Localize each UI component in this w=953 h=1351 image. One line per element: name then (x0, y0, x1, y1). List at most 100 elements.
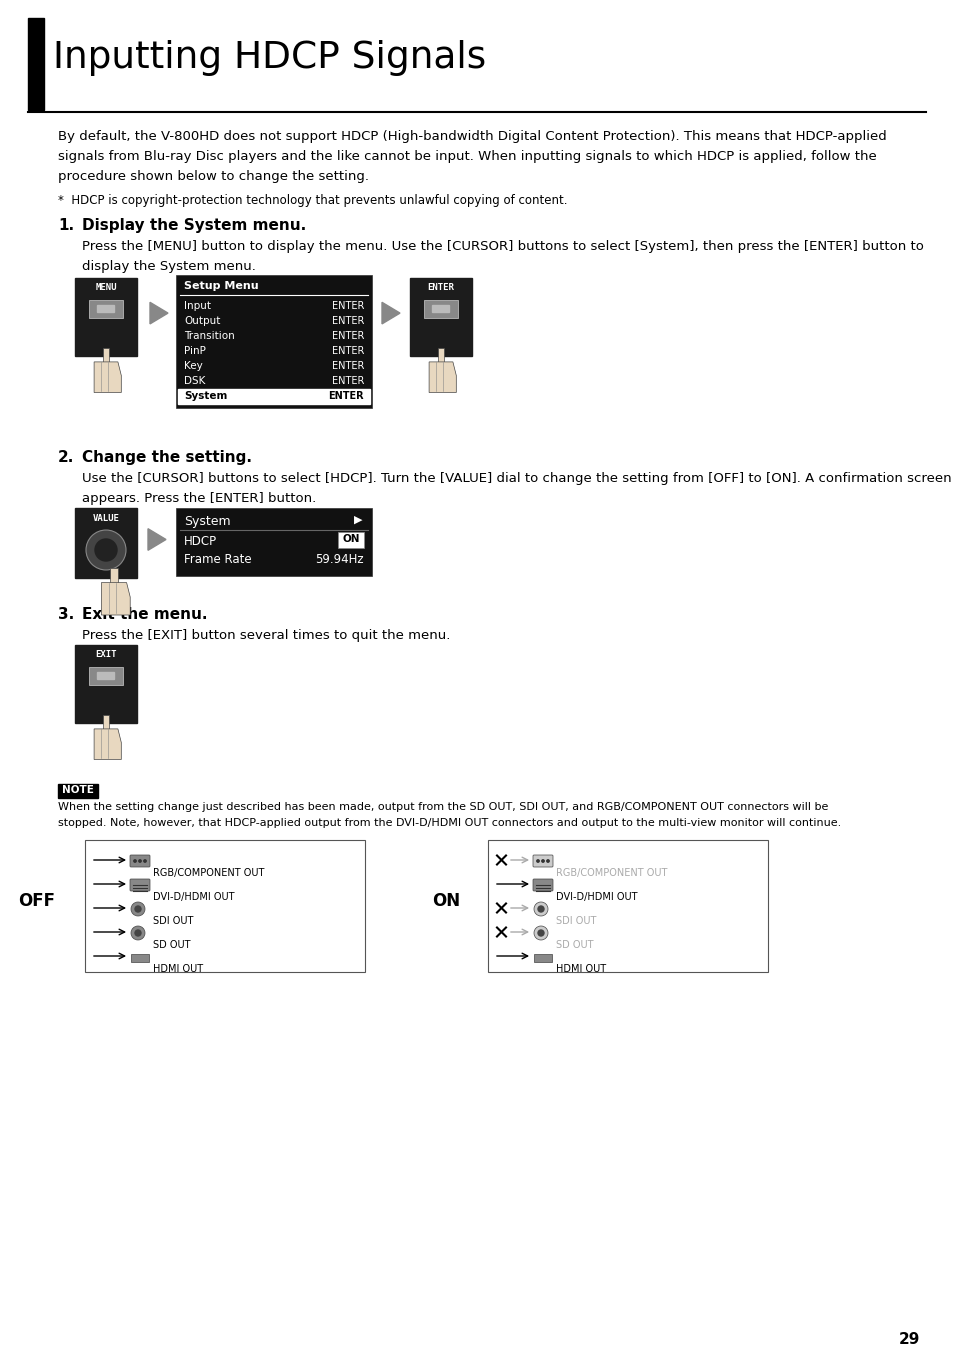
Text: RGB/COMPONENT OUT: RGB/COMPONENT OUT (152, 867, 264, 878)
Text: ENTER: ENTER (332, 316, 364, 326)
Text: HDCP: HDCP (184, 535, 217, 549)
Text: Display the System menu.: Display the System menu. (82, 218, 306, 232)
Text: ENTER: ENTER (332, 376, 364, 386)
Text: Change the setting.: Change the setting. (82, 450, 252, 465)
Bar (488, 840, 767, 971)
Circle shape (541, 859, 543, 862)
Circle shape (546, 859, 549, 862)
Bar (75, 278, 137, 357)
Circle shape (133, 859, 136, 862)
Text: EXIT: EXIT (95, 650, 116, 659)
Text: VALUE: VALUE (92, 513, 119, 523)
Text: System: System (184, 390, 227, 401)
Polygon shape (429, 362, 456, 393)
Text: SDI OUT: SDI OUT (152, 916, 193, 925)
Bar (534, 954, 552, 962)
Polygon shape (150, 303, 168, 324)
FancyBboxPatch shape (130, 855, 150, 867)
FancyBboxPatch shape (130, 880, 150, 892)
Text: ENTER: ENTER (427, 282, 454, 292)
Text: DSK: DSK (184, 376, 205, 386)
Bar (423, 300, 457, 317)
FancyBboxPatch shape (533, 855, 553, 867)
Bar (175, 508, 372, 576)
Text: Press the [EXIT] button several times to quit the menu.: Press the [EXIT] button several times to… (82, 630, 450, 642)
Text: 1.: 1. (58, 218, 74, 232)
Text: PinP: PinP (184, 346, 206, 357)
Text: ENTER: ENTER (328, 390, 364, 401)
Bar (432, 304, 449, 312)
Text: RGB/COMPONENT OUT: RGB/COMPONENT OUT (556, 867, 667, 878)
Text: ENTER: ENTER (332, 331, 364, 340)
Text: ▶: ▶ (354, 515, 361, 526)
Bar (178, 389, 370, 404)
Text: Input: Input (184, 301, 211, 311)
Text: MENU: MENU (95, 282, 116, 292)
Text: ON: ON (432, 892, 459, 911)
Text: 59.94Hz: 59.94Hz (315, 553, 364, 566)
Text: ENTER: ENTER (332, 361, 364, 372)
Text: display the System menu.: display the System menu. (82, 259, 255, 273)
Circle shape (537, 859, 538, 862)
Bar (337, 532, 364, 549)
Text: DVI-D/HDMI OUT: DVI-D/HDMI OUT (556, 892, 637, 902)
Text: ENTER: ENTER (332, 346, 364, 357)
Polygon shape (101, 582, 130, 615)
Text: stopped. Note, however, that HDCP-applied output from the DVI-D/HDMI OUT connect: stopped. Note, however, that HDCP-applie… (58, 817, 841, 828)
Text: When the setting change just described has been made, output from the SD OUT, SD: When the setting change just described h… (58, 802, 827, 812)
Polygon shape (148, 528, 166, 550)
Text: Setup Menu: Setup Menu (184, 281, 258, 290)
Text: Exit the menu.: Exit the menu. (82, 607, 208, 621)
Text: 29: 29 (898, 1332, 919, 1347)
Bar (175, 276, 372, 408)
Text: Frame Rate: Frame Rate (184, 553, 252, 566)
Bar (131, 954, 149, 962)
Text: NOTE: NOTE (62, 785, 93, 794)
Text: ENTER: ENTER (332, 301, 364, 311)
Text: procedure shown below to change the setting.: procedure shown below to change the sett… (58, 170, 369, 182)
Circle shape (135, 929, 141, 936)
Circle shape (138, 859, 141, 862)
Circle shape (131, 902, 145, 916)
Polygon shape (94, 730, 121, 759)
Text: ON: ON (342, 534, 359, 544)
Text: 3.: 3. (58, 607, 74, 621)
Text: Press the [MENU] button to display the menu. Use the [CURSOR] buttons to select : Press the [MENU] button to display the m… (82, 240, 923, 253)
Circle shape (534, 925, 547, 940)
Text: HDMI OUT: HDMI OUT (556, 965, 605, 974)
Bar (28, 18, 44, 109)
Text: SDI OUT: SDI OUT (556, 916, 596, 925)
Bar (89, 667, 123, 685)
Bar (75, 508, 137, 578)
Text: Use the [CURSOR] buttons to select [HDCP]. Turn the [VALUE] dial to change the s: Use the [CURSOR] buttons to select [HDCP… (82, 471, 951, 485)
Text: *  HDCP is copyright-protection technology that prevents unlawful copying of con: * HDCP is copyright-protection technolog… (58, 195, 567, 207)
Bar (58, 784, 98, 798)
Text: By default, the V-800HD does not support HDCP (High-bandwidth Digital Content Pr: By default, the V-800HD does not support… (58, 130, 886, 143)
Bar (85, 840, 365, 971)
Polygon shape (103, 715, 110, 730)
Text: SD OUT: SD OUT (556, 940, 593, 950)
Polygon shape (381, 303, 399, 324)
Text: Output: Output (184, 316, 220, 326)
Circle shape (86, 530, 126, 570)
Text: OFF: OFF (18, 892, 55, 911)
Polygon shape (437, 349, 444, 362)
Text: appears. Press the [ENTER] button.: appears. Press the [ENTER] button. (82, 492, 315, 505)
Circle shape (534, 902, 547, 916)
Circle shape (537, 907, 543, 912)
Text: signals from Blu-ray Disc players and the like cannot be input. When inputting s: signals from Blu-ray Disc players and th… (58, 150, 876, 163)
Text: DVI-D/HDMI OUT: DVI-D/HDMI OUT (152, 892, 234, 902)
Circle shape (135, 907, 141, 912)
Circle shape (95, 539, 117, 561)
Polygon shape (103, 349, 110, 362)
Bar (89, 300, 123, 317)
Text: Inputting HDCP Signals: Inputting HDCP Signals (53, 41, 486, 76)
Text: System: System (184, 515, 231, 528)
Circle shape (537, 929, 543, 936)
Bar (97, 304, 114, 312)
Text: Transition: Transition (184, 331, 234, 340)
Text: SD OUT: SD OUT (152, 940, 191, 950)
Text: 2.: 2. (58, 450, 74, 465)
FancyBboxPatch shape (533, 880, 553, 892)
Circle shape (131, 925, 145, 940)
